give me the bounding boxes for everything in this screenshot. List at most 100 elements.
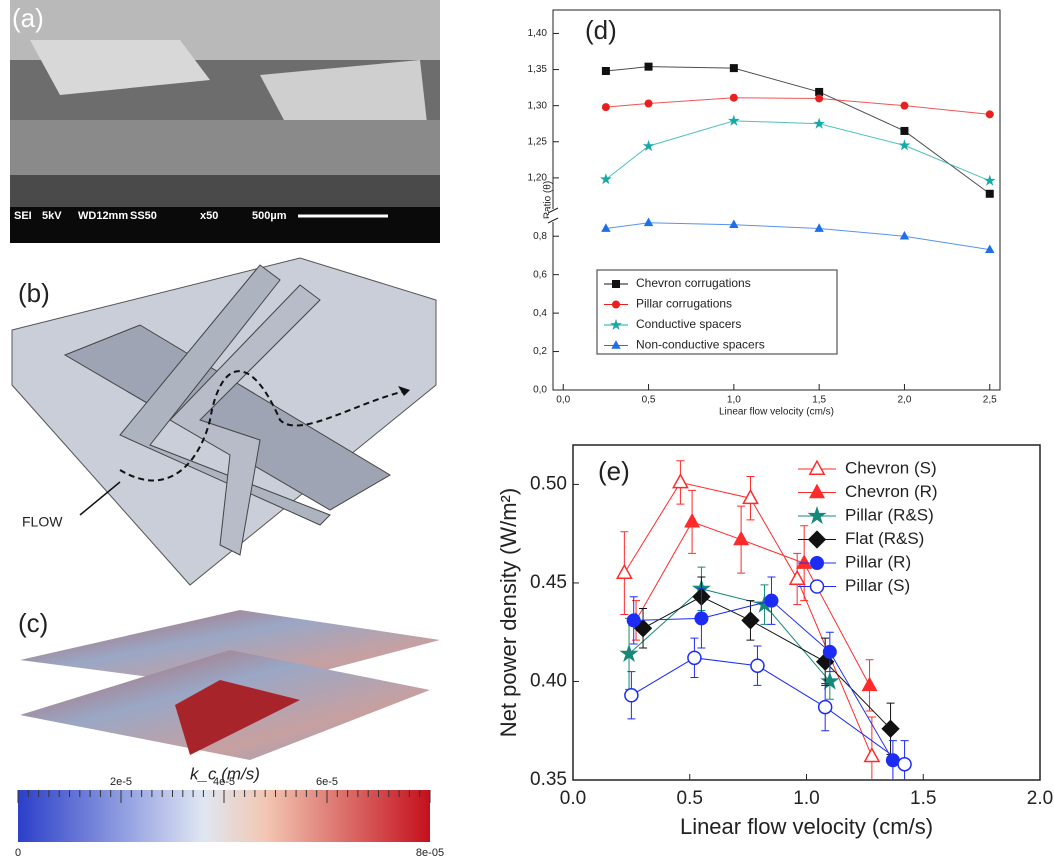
y-tick-label: 0,6 [533,269,547,280]
colorbar-tick-label: 6e-5 [316,776,338,788]
x-axis-label: Linear flow velocity (cm/s) [680,814,933,839]
marker [730,65,737,72]
marker [797,555,811,568]
marker [810,461,824,474]
y-tick-label: 0,8 [533,231,547,242]
sem-info-text: 5kV [42,210,62,222]
x-tick-label: 2.0 [1027,788,1053,809]
marker [901,127,908,134]
x-tick-label: 0,0 [556,395,570,406]
marker [742,612,759,629]
sem-info-text: SS50 [130,210,157,222]
y-tick-label: 0,4 [533,308,547,319]
marker [819,701,832,714]
legend-label: Chevron (R) [845,482,938,501]
y-tick-label: 1,35 [528,64,548,75]
marker [730,94,737,101]
legend-label: Pillar (S) [845,576,910,595]
marker [823,645,836,658]
x-tick-label: 1.5 [910,788,936,809]
panel-label: (b) [18,278,50,308]
colorbar-tick-label: 8e-05 [416,847,444,859]
marker [986,111,993,118]
y-tick-label: 1,40 [528,28,548,39]
y-tick-label: 0.50 [530,473,567,494]
sem-info-text: SEI [14,210,32,222]
marker [685,514,699,527]
legend-label: Pillar (R&S) [845,505,934,524]
sem-info-text: WD12mm [78,210,128,222]
figure: (a) SEI 5kV WD12mmSS50 x50 500µm FLOW (b) (c… [0,0,1054,861]
panel-b: FLOW (b) [10,253,440,590]
legend-label: Chevron corrugations [636,276,751,290]
y-tick-label: 0.40 [530,670,567,691]
colorbar-tick-label: 2e-5 [110,776,132,788]
x-tick-label: 0.0 [560,788,586,809]
marker [865,749,879,762]
colorbar-tick-label: 0 [15,847,21,859]
sem-info-text: 500µm [252,210,287,222]
x-tick-label: 1,5 [812,395,826,406]
marker [613,281,620,288]
x-tick-label: 2,5 [983,395,997,406]
y-tick-label: 0,2 [533,346,547,357]
x-tick-label: 0.5 [677,788,703,809]
series-line [643,597,891,729]
marker [673,475,687,488]
y-axis-label: Net power density (W/m²) [496,488,521,737]
panel-label: (e) [598,456,630,486]
marker [901,102,908,109]
marker [751,659,764,672]
marker [602,68,609,75]
marker [688,651,701,664]
legend-label: Conductive spacers [636,317,741,331]
marker [811,557,824,570]
marker [617,565,631,578]
y-tick-label: 1,25 [528,136,548,147]
sem-layer [10,175,440,207]
legend-label: Chevron (S) [845,458,937,477]
sem-info-bar [10,207,440,243]
x-tick-label: 0,5 [642,395,656,406]
marker [811,580,824,593]
legend-label: Flat (R&S) [845,529,924,548]
marker [645,63,652,70]
marker [816,88,823,95]
x-tick-label: 1.0 [793,788,819,809]
marker [602,104,609,111]
x-tick-label: 1,0 [727,395,741,406]
marker [765,594,778,607]
sem-layer [10,120,440,175]
marker [810,485,824,498]
legend: Chevron (S) Chevron (R) Pillar (R&S) Flat (… [798,458,938,595]
marker [809,508,825,523]
marker [862,678,876,691]
panel-label: (d) [585,15,617,45]
legend-label: Pillar (R) [845,552,911,571]
legend: Chevron corrugations Pillar corrugations C… [597,270,837,354]
legend-label: Non-conductive spacers [636,338,765,352]
marker [809,531,826,548]
marker [645,100,652,107]
chart-e: 0.0 0.5 1.0 1.5 2.0 0.35 0.40 0.45 0.50 Linear fl… [496,445,1053,839]
flow-label: FLOW [22,514,63,530]
sem-info-text: x50 [200,210,218,222]
y-tick-label: 1,30 [528,100,548,111]
y-tick-label: 0.35 [530,769,567,790]
legend-label: Pillar corrugations [636,297,732,311]
panel-label: (c) [18,608,48,638]
y-tick-label: 0.45 [530,572,567,593]
marker [898,758,911,771]
panel-label: (a) [12,3,44,33]
marker [790,571,804,584]
y-tick-label: 0,0 [533,385,547,396]
series-line [629,589,830,682]
marker [695,612,708,625]
x-axis-label: Linear flow velocity (cm/s) [719,407,834,418]
x-tick-label: 2,0 [898,395,912,406]
marker [986,190,993,197]
marker [816,95,823,102]
marker [627,614,640,627]
